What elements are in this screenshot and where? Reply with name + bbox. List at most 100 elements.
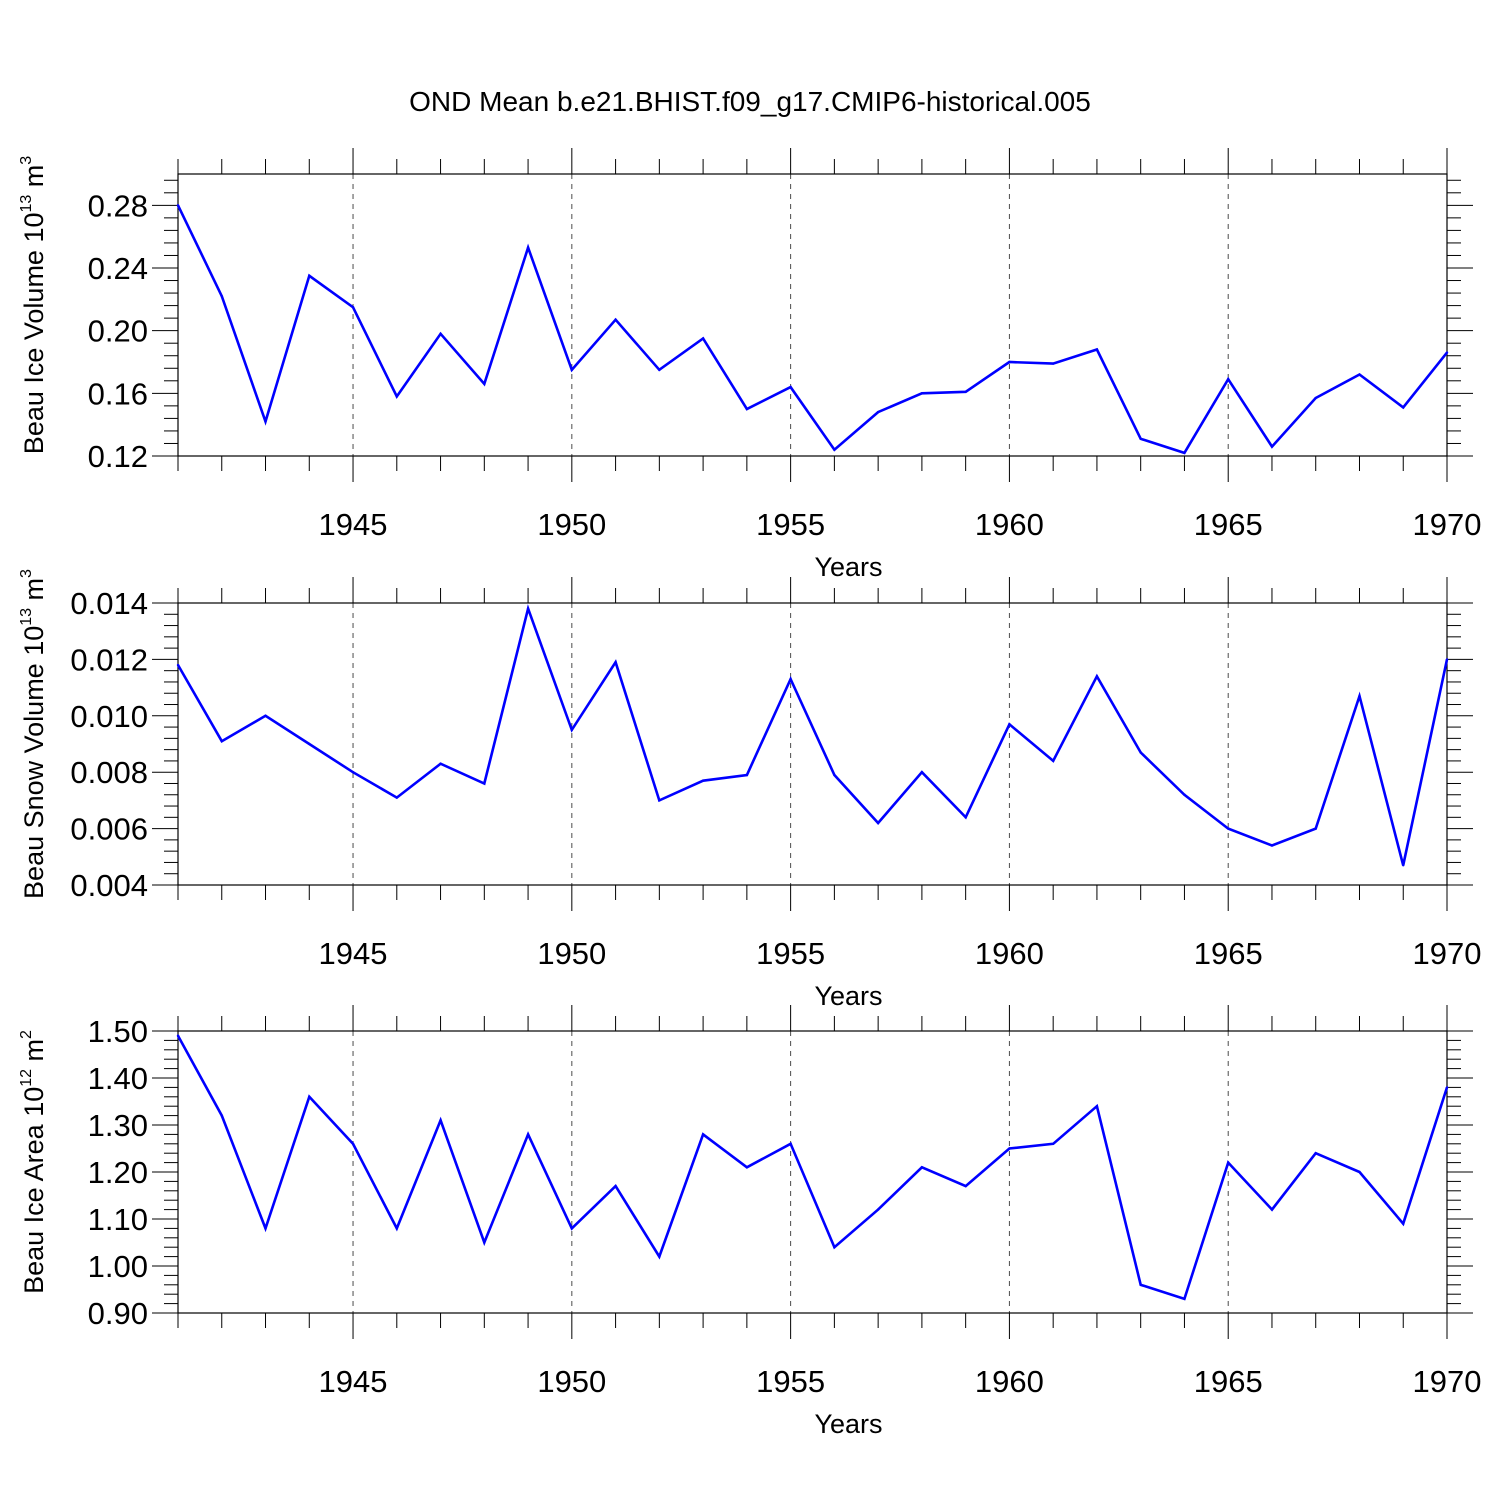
y-tick-label: 0.010 [70,699,148,734]
x-tick-label: 1970 [1413,507,1482,542]
panel-2: 0.004 0.006 0.008 0.010 0.012 0.014 1945 1950 19… [18,569,1481,1011]
series-line [176,604,1449,866]
data-point [964,816,967,819]
data-point [1445,658,1449,661]
data-point [920,1166,924,1169]
y-axis-title-text: Beau Ice Volume 10 [19,213,49,455]
data-point [264,420,267,423]
data-point [745,773,749,777]
data-point [1270,445,1274,448]
y-axis-title-text: Beau Ice Area 10 [19,1087,49,1294]
data-point [964,390,967,393]
data-point [658,1255,661,1258]
x-tick-label: 1960 [975,1364,1044,1399]
y-axis-title-exponent: 13 [18,195,35,213]
data-point [876,410,880,414]
data-point [876,821,880,825]
y-tick-label: 0.12 [88,439,148,474]
data-point [439,762,442,765]
y-tick-label: 0.16 [88,376,148,411]
data-point [1051,759,1055,763]
data-point [264,714,267,717]
panel-3: 0.90 1.00 1.10 1.20 1.30 1.40 1.50 1945 1950 1955… [18,1005,1481,1439]
data-point [1314,827,1317,830]
data-point [526,607,530,610]
data-point [526,246,530,249]
x-tick-label: 1960 [975,507,1044,542]
y-axis-title-text: Beau Snow Volume 10 [19,626,49,899]
x-tick-label: 1970 [1413,936,1482,971]
data-point [1095,1105,1099,1108]
x-tick-label: 1965 [1194,1364,1263,1399]
y-axis-title: Beau Ice Area 1012 m2 [18,1030,49,1294]
data-point [833,773,836,777]
x-tick-label: 1950 [537,507,606,542]
data-point [395,395,398,398]
y-tick-label: 0.20 [88,314,148,349]
data-point [1051,1142,1055,1146]
data-point [789,385,792,389]
y-tick-label: 0.28 [88,188,148,223]
series-line [176,204,1449,455]
data-point [789,1142,792,1146]
x-tick-label: 1955 [756,1364,825,1399]
data-point [1183,1297,1186,1301]
data-point [1358,1170,1361,1174]
y-tick-label: 0.24 [88,251,148,286]
y-axis-title-exponent: 13 [18,608,35,626]
data-point [1227,1161,1230,1164]
data-point [745,1166,749,1169]
x-tick-label: 1955 [756,936,825,971]
data-point [701,337,705,340]
data-point [1008,360,1011,364]
data-point [1095,348,1099,351]
data-point [1445,351,1449,354]
data-point [876,1208,880,1211]
data-point [1227,827,1230,830]
x-tick-label: 1945 [319,936,388,971]
data-point [1270,1208,1274,1211]
y-tick-label: 1.20 [88,1155,148,1190]
data-point [483,1241,486,1244]
plot-frame [177,602,1448,886]
data-point [308,1095,311,1099]
data-point [176,1034,180,1037]
y-tick-label: 0.014 [70,586,148,621]
data-point [570,368,574,372]
data-point [439,332,442,335]
y-tick-label: 0.004 [70,868,148,903]
x-tick-label: 1945 [319,1364,388,1399]
data-point [614,1184,617,1188]
y-tick-label: 1.30 [88,1108,148,1143]
data-point [701,779,705,782]
data-point [701,1133,705,1136]
y-axis-title-unit-exponent: 3 [18,156,35,165]
x-tick-label: 1950 [537,1364,606,1399]
y-axis-title: Beau Ice Volume 1013 m3 [18,156,49,454]
data-point [526,1133,530,1136]
data-point [1183,451,1186,455]
data-point [1051,362,1055,365]
data-point [308,742,311,746]
data-point [789,677,792,681]
data-point [351,1142,355,1146]
data-point [614,661,617,664]
data-point [264,1227,267,1230]
x-tick-label: 1965 [1194,507,1263,542]
data-point [1008,1147,1011,1150]
data-point [833,1246,836,1249]
y-axis-title-unit-exponent: 3 [18,569,35,578]
data-point [483,382,486,386]
y-tick-label: 0.008 [70,755,148,790]
data-point [220,739,223,743]
data-point [964,1184,967,1188]
x-tick-label: 1960 [975,936,1044,971]
data-point [1227,378,1230,381]
data-point [745,407,749,411]
data-point [308,274,311,278]
panel-1: 0.12 0.16 0.20 0.24 0.28 1945 1950 1955 1960 1965… [18,148,1481,582]
x-tick-label: 1965 [1194,936,1263,971]
x-tick-label: 1945 [319,507,388,542]
data-point [351,771,355,774]
x-tick-label: 1970 [1413,1364,1482,1399]
